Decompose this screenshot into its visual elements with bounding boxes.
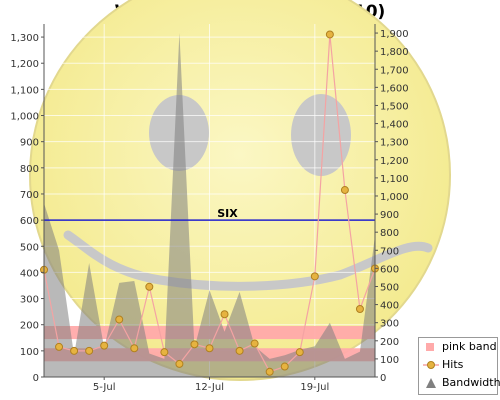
right-tick-label: 1,000 (380, 192, 409, 203)
right-tick-label: 1,100 (380, 174, 409, 185)
left-tick-label: 200 (20, 321, 39, 332)
hits-point (100, 341, 109, 350)
hits-point (235, 346, 244, 355)
left-tick-label: 1,300 (10, 33, 39, 44)
legend: pink band Hits Bandwidth (418, 337, 500, 395)
bandwidth-area-icon (426, 378, 436, 388)
left-tick-label: 900 (20, 138, 39, 149)
right-tick-label: 500 (380, 282, 399, 293)
hits-point (325, 30, 334, 39)
legend-label-bandwidth: Bandwidth (442, 376, 500, 389)
hits-point (115, 315, 124, 324)
right-tick-label: 200 (380, 337, 399, 348)
hits-point (265, 367, 274, 376)
left-tick-label: 700 (20, 190, 39, 201)
right-tick-label: 100 (380, 355, 399, 366)
hits-point (160, 348, 169, 357)
right-tick-label: 1,600 (380, 83, 409, 94)
right-tick-label: 700 (380, 246, 399, 257)
left-tick-label: 300 (20, 295, 39, 306)
x-tick-label: 12-Jul (195, 382, 224, 393)
right-tick-label: 1,200 (380, 156, 409, 167)
hits-marker-icon (423, 361, 439, 369)
hits-point (355, 305, 364, 314)
hits-point (250, 339, 259, 348)
right-tick-label: 900 (380, 210, 399, 221)
hits-point (295, 348, 304, 357)
right-tick-label: 1,500 (380, 101, 409, 112)
right-tick-label: 400 (380, 301, 399, 312)
right-tick-label: 1,700 (380, 65, 409, 76)
legend-item-pink-band: pink band (419, 338, 497, 356)
right-tick-label: 0 (380, 373, 386, 384)
right-tick-label: 1,800 (380, 47, 409, 58)
marker-label-six: SIX (217, 207, 238, 220)
left-tick-label: 400 (20, 268, 39, 279)
left-tick-label: 500 (20, 242, 39, 253)
hits-point (130, 344, 139, 353)
x-tick-label: 19-Jul (300, 382, 329, 393)
hits-point (190, 340, 199, 349)
hits-point (55, 342, 64, 351)
hits-point (175, 359, 184, 368)
hits-point (145, 282, 154, 291)
legend-label-hits: Hits (442, 358, 464, 371)
left-tick-label: 1,200 (10, 59, 39, 70)
right-tick-label: 1,400 (380, 120, 409, 131)
right-tick-label: 1,300 (380, 138, 409, 149)
hits-point (340, 186, 349, 195)
right-tick-label: 800 (380, 228, 399, 239)
hits-point (280, 362, 289, 371)
left-tick-label: 1,000 (10, 112, 39, 123)
right-tick-label: 600 (380, 264, 399, 275)
pink-band-swatch-icon (426, 343, 434, 351)
right-tick-label: 300 (380, 319, 399, 330)
left-tick-label: 800 (20, 164, 39, 175)
bandwidth-area (44, 33, 375, 378)
right-tick-label: 1,900 (380, 29, 409, 40)
legend-item-hits: Hits (419, 356, 497, 374)
hits-point (85, 346, 94, 355)
left-tick-label: 1,100 (10, 85, 39, 96)
left-tick-label: 100 (20, 347, 39, 358)
left-tick-label: 0 (33, 373, 39, 384)
hits-point (70, 346, 79, 355)
hits-point (205, 344, 214, 353)
x-tick-label: 5-Jul (93, 382, 116, 393)
legend-label-pink-band: pink band (442, 340, 497, 353)
hits-point (310, 272, 319, 281)
hits-point (220, 310, 229, 319)
left-tick-label: 600 (20, 216, 39, 227)
legend-item-bandwidth: Bandwidth (419, 374, 500, 392)
